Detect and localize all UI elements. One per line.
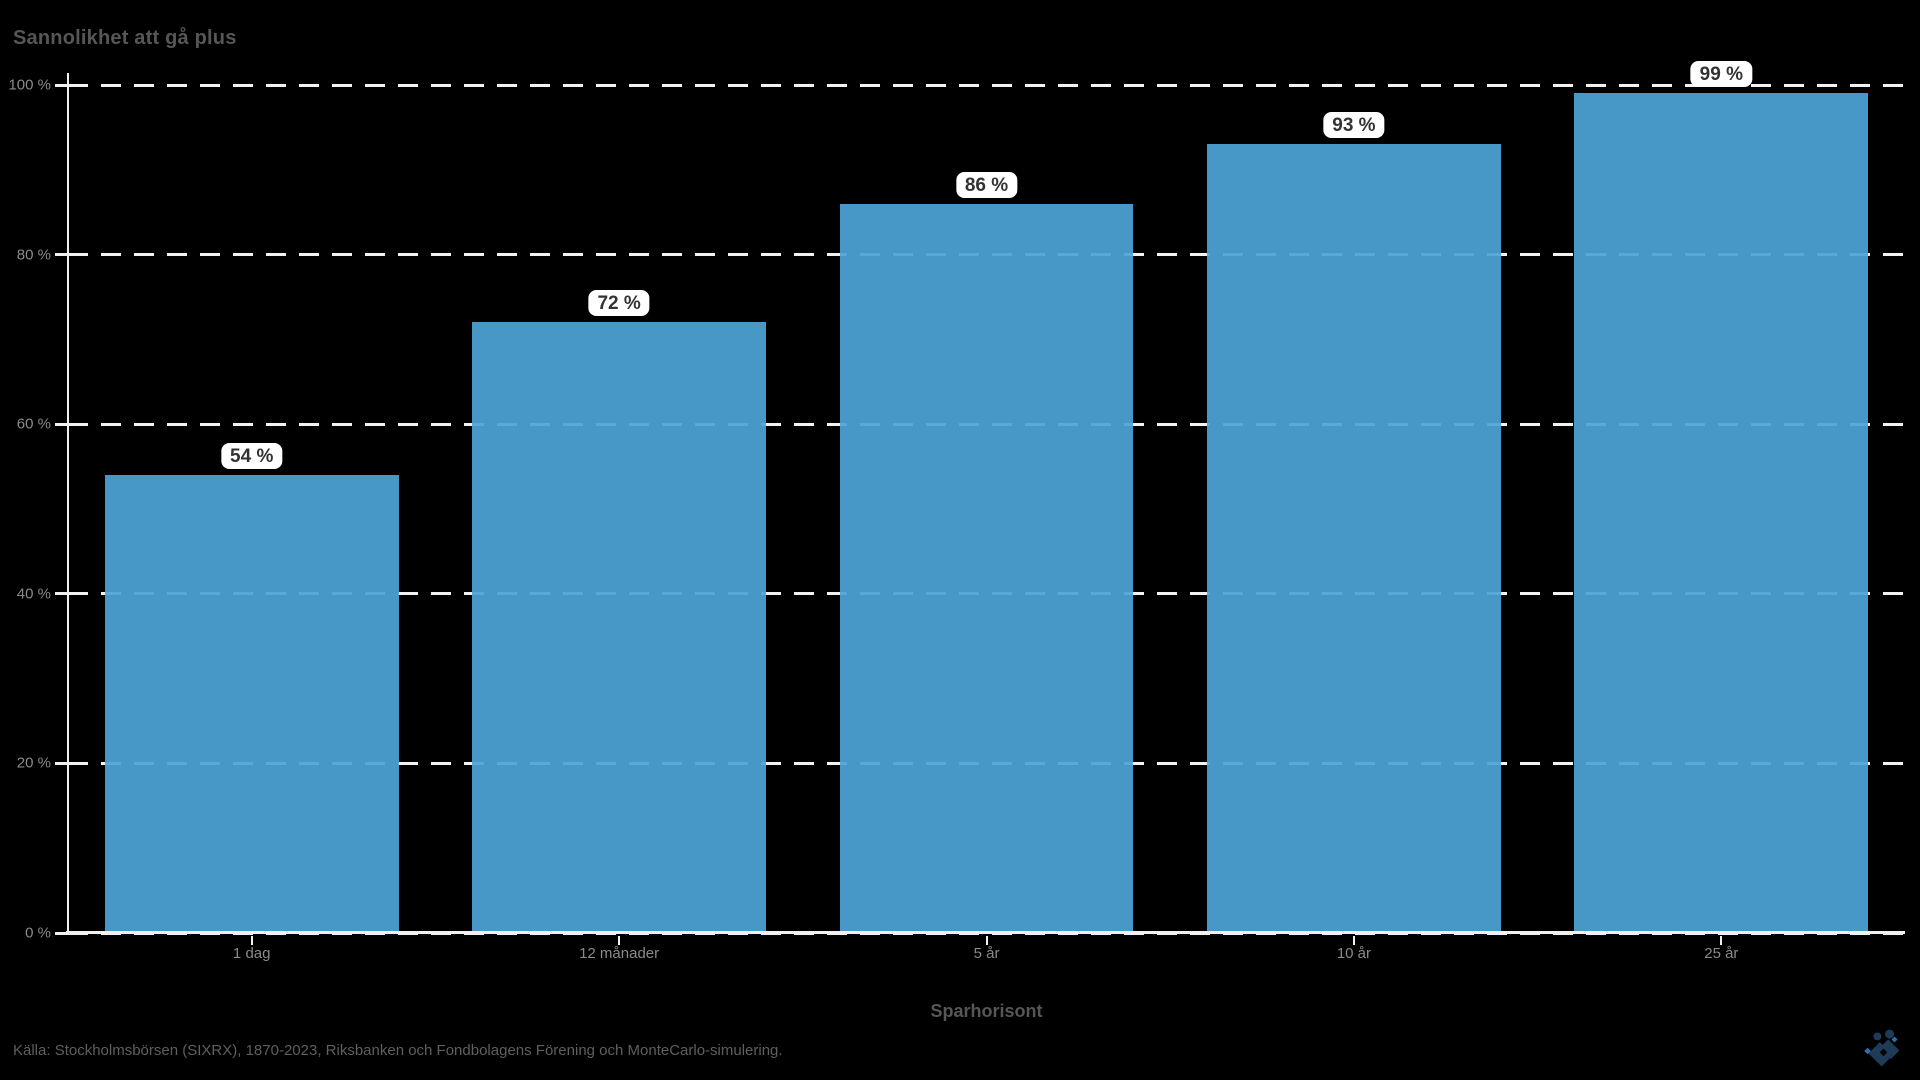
bar bbox=[104, 475, 399, 933]
brand-logo-icon bbox=[1864, 1029, 1900, 1067]
bar bbox=[1574, 93, 1869, 933]
source-note: Källa: Stockholmsbörsen (SIXRX), 1870-20… bbox=[13, 1042, 783, 1059]
bar bbox=[472, 322, 767, 933]
bar-band: 72 % 12 månader bbox=[435, 85, 802, 962]
value-label: 99 % bbox=[1690, 61, 1752, 88]
bar-band: 99 % 25 år bbox=[1538, 61, 1905, 962]
bar-series: 54 % 1 dag 72 % 12 månader 86 % 5 år 93 % 10 år… bbox=[68, 61, 1905, 962]
y-tick-label: 0 % bbox=[25, 924, 51, 942]
value-label: 54 % bbox=[221, 443, 283, 470]
x-tick-label: 25 år bbox=[1704, 945, 1739, 962]
y-axis-tick bbox=[55, 422, 68, 426]
bar bbox=[839, 203, 1134, 933]
gridline: 100 % bbox=[8, 77, 1905, 94]
bar-band: 54 % 1 dag bbox=[68, 85, 435, 962]
x-axis-tick bbox=[985, 936, 988, 945]
value-label: 93 % bbox=[1323, 112, 1385, 139]
x-axis-tick bbox=[1720, 936, 1723, 945]
y-axis-tick bbox=[55, 931, 68, 935]
y-axis-tick bbox=[55, 592, 68, 596]
y-axis-tick bbox=[55, 761, 68, 765]
y-tick-label: 20 % bbox=[16, 754, 51, 772]
y-axis-line bbox=[67, 73, 69, 933]
x-tick-label: 12 månader bbox=[579, 945, 660, 962]
bar-band: 93 % 10 år bbox=[1170, 85, 1537, 962]
value-label: 72 % bbox=[588, 290, 650, 317]
x-axis-tick bbox=[250, 936, 253, 945]
value-label: 86 % bbox=[955, 171, 1018, 198]
x-tick-label: 5 år bbox=[973, 945, 1000, 962]
x-axis-tick bbox=[1352, 936, 1355, 945]
y-tick-label: 60 % bbox=[16, 415, 51, 433]
y-tick-label: 80 % bbox=[16, 246, 51, 264]
y-axis-tick bbox=[55, 253, 68, 257]
x-tick-label: 10 år bbox=[1336, 945, 1372, 962]
x-tick-label: 1 dag bbox=[232, 945, 271, 962]
x-axis-title: Sparhorisont bbox=[930, 1001, 1043, 1021]
y-tick-label: 100 % bbox=[8, 76, 51, 94]
x-axis-tick bbox=[618, 936, 621, 945]
y-axis-tick bbox=[55, 83, 68, 87]
chart-title: Sannolikhet att gå plus bbox=[13, 27, 237, 49]
bar bbox=[1206, 144, 1501, 933]
x-axis-line bbox=[66, 931, 1905, 934]
y-tick-label: 40 % bbox=[16, 585, 51, 603]
bar-band: 86 % 5 år bbox=[803, 85, 1170, 962]
plot-area: 0 % 20 % 40 % 60 % 80 % 100 % 54 % 1 dag 72 % 12 … bbox=[8, 61, 1905, 1021]
